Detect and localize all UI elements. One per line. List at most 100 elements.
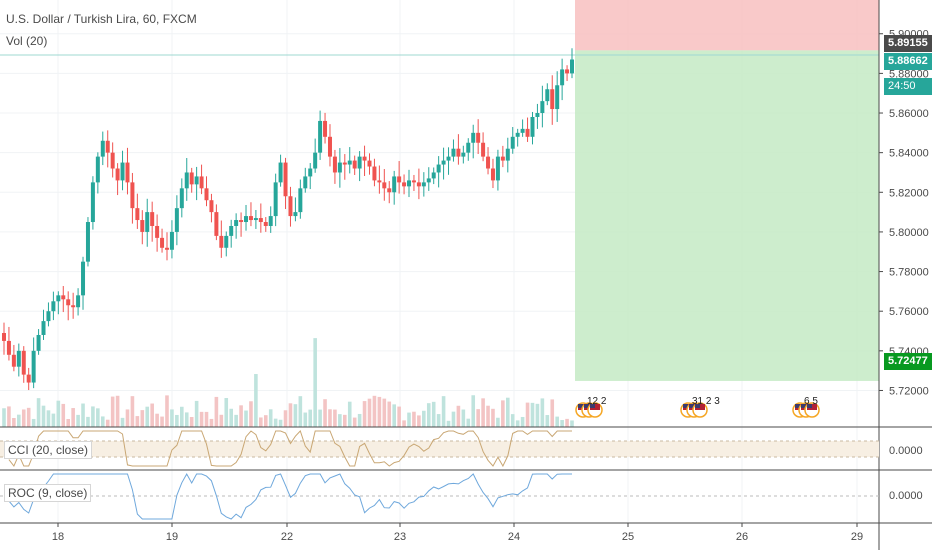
candle-body[interactable]	[362, 156, 367, 161]
candle-body[interactable]	[140, 220, 145, 232]
candle-body[interactable]	[520, 128, 525, 133]
candle-body[interactable]	[41, 321, 46, 335]
candle-body[interactable]	[550, 89, 555, 110]
candle-body[interactable]	[224, 235, 229, 248]
candle-body[interactable]	[560, 69, 565, 86]
candle-body[interactable]	[377, 180, 382, 183]
candle-body[interactable]	[318, 120, 323, 153]
candle-body[interactable]	[456, 148, 461, 157]
candle-body[interactable]	[436, 164, 441, 173]
candle-body[interactable]	[95, 156, 100, 183]
candle-body[interactable]	[387, 188, 392, 193]
candle-body[interactable]	[85, 222, 90, 262]
candle-body[interactable]	[411, 180, 416, 183]
candle-body[interactable]	[367, 160, 372, 167]
candle-body[interactable]	[347, 160, 352, 165]
candle-body[interactable]	[570, 59, 574, 74]
candle-body[interactable]	[278, 162, 283, 183]
candle-body[interactable]	[150, 212, 155, 226]
candle-body[interactable]	[426, 178, 431, 183]
candle-body[interactable]	[421, 182, 426, 187]
candle-body[interactable]	[451, 148, 456, 157]
candle-body[interactable]	[135, 208, 140, 221]
candle-body[interactable]	[16, 350, 21, 367]
candle-body[interactable]	[46, 311, 51, 322]
candle-body[interactable]	[234, 220, 239, 226]
candle-body[interactable]	[342, 162, 347, 165]
candle-body[interactable]	[555, 85, 560, 110]
candle-body[interactable]	[481, 142, 486, 157]
candle-body[interactable]	[461, 152, 466, 157]
candle-body[interactable]	[500, 156, 505, 161]
candle-body[interactable]	[204, 188, 209, 201]
candle-body[interactable]	[219, 235, 224, 248]
candle-body[interactable]	[273, 182, 278, 217]
candle-body[interactable]	[431, 172, 436, 179]
candle-body[interactable]	[352, 160, 357, 169]
candle-body[interactable]	[515, 132, 520, 137]
candle-body[interactable]	[66, 299, 71, 306]
candle-body[interactable]	[407, 180, 412, 187]
candle-body[interactable]	[105, 140, 110, 153]
roc-label[interactable]: ROC (9, close)	[4, 484, 92, 502]
candle-body[interactable]	[31, 350, 36, 383]
candle-body[interactable]	[476, 132, 481, 143]
take-profit-zone[interactable]	[575, 50, 879, 381]
candle-body[interactable]	[337, 162, 342, 173]
candle-body[interactable]	[11, 354, 16, 367]
candle-body[interactable]	[36, 334, 41, 351]
candle-body[interactable]	[244, 216, 249, 223]
candle-body[interactable]	[239, 220, 244, 223]
candle-body[interactable]	[194, 176, 199, 185]
candle-body[interactable]	[327, 136, 332, 157]
candle-body[interactable]	[130, 182, 135, 209]
candle-body[interactable]	[229, 225, 234, 236]
candle-body[interactable]	[258, 218, 263, 223]
candle-body[interactable]	[248, 216, 253, 221]
candle-body[interactable]	[486, 156, 491, 169]
candle-body[interactable]	[441, 160, 446, 165]
roc-line[interactable]	[8, 472, 572, 520]
candle-body[interactable]	[372, 166, 377, 181]
candle-body[interactable]	[184, 172, 189, 189]
candle-body[interactable]	[466, 142, 471, 153]
candle-body[interactable]	[125, 162, 130, 183]
candle-body[interactable]	[174, 208, 179, 232]
candle-body[interactable]	[293, 212, 298, 217]
candle-body[interactable]	[179, 188, 184, 209]
candle-body[interactable]	[268, 216, 273, 226]
candle-body[interactable]	[26, 374, 31, 383]
candle-body[interactable]	[199, 176, 204, 189]
candle-body[interactable]	[21, 350, 26, 375]
candle-body[interactable]	[332, 156, 337, 173]
candle-body[interactable]	[90, 182, 95, 223]
cci-line[interactable]	[8, 430, 572, 468]
candle-body[interactable]	[397, 176, 402, 183]
candle-body[interactable]	[540, 101, 545, 114]
candle-body[interactable]	[263, 222, 268, 226]
cci-label[interactable]: CCI (20, close)	[4, 441, 93, 459]
candle-body[interactable]	[253, 218, 258, 221]
candle-body[interactable]	[283, 162, 288, 197]
candle-body[interactable]	[164, 247, 169, 250]
candle-body[interactable]	[288, 196, 293, 217]
candle-body[interactable]	[535, 113, 540, 117]
candle-body[interactable]	[76, 295, 81, 308]
candle-body[interactable]	[110, 152, 115, 169]
candle-body[interactable]	[51, 301, 56, 312]
candle-body[interactable]	[115, 168, 120, 181]
candle-body[interactable]	[298, 188, 303, 213]
candle-body[interactable]	[510, 136, 515, 149]
candle-body[interactable]	[382, 182, 387, 189]
candle-body[interactable]	[120, 162, 125, 181]
candle-body[interactable]	[214, 212, 219, 236]
candle-body[interactable]	[402, 182, 407, 187]
candle-body[interactable]	[61, 295, 66, 300]
candle-body[interactable]	[471, 132, 476, 143]
candle-body[interactable]	[525, 128, 530, 137]
candle-body[interactable]	[565, 69, 570, 74]
candle-body[interactable]	[155, 225, 160, 238]
candle-body[interactable]	[2, 333, 6, 341]
candle-body[interactable]	[56, 295, 61, 302]
